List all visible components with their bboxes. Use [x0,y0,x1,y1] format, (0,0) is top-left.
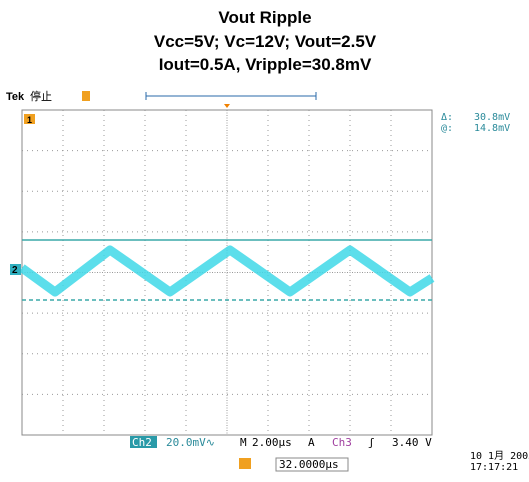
title-line: Iout=0.5A, Vripple=30.8mV [159,55,372,74]
cursor-label: Δ: [441,112,453,123]
grid [22,110,432,435]
position-box [275,457,349,472]
ch1-label: 1 [27,115,32,125]
record-bar [145,92,317,100]
time-label: M [240,436,247,449]
waveform [19,245,435,297]
ch1-marker [24,114,35,124]
position-icon [239,458,251,469]
brand: Tek [6,91,25,103]
run-icon [82,91,90,101]
clock: 17:17:21 [470,462,518,473]
ch2-label: 2 [12,265,18,276]
date: 10 1月 2005 [470,450,529,462]
trigger-slope: ʃ [368,436,375,449]
cursor-label: @: [441,123,453,134]
time-scale: 2.00µs [252,436,292,449]
cursor-value: 30.8mV [474,112,510,123]
status: 停止 [30,89,52,103]
title-line: Vout Ripple [218,8,311,27]
acq-mode: A [308,436,315,449]
ch2-marker [10,264,21,275]
scale: 20.0mV∿ [166,436,215,449]
channel: Ch2 [132,436,152,449]
title-line: Vcc=5V; Vc=12V; Vout=2.5V [154,32,377,51]
ch2-badge [130,436,157,448]
trigger-channel: Ch3 [332,436,352,449]
trigger-pos [224,104,230,108]
trigger-level: 3.40 V [392,436,432,449]
cursor-value: 14.8mV [474,123,510,134]
position: 32.0000µs [279,458,339,471]
